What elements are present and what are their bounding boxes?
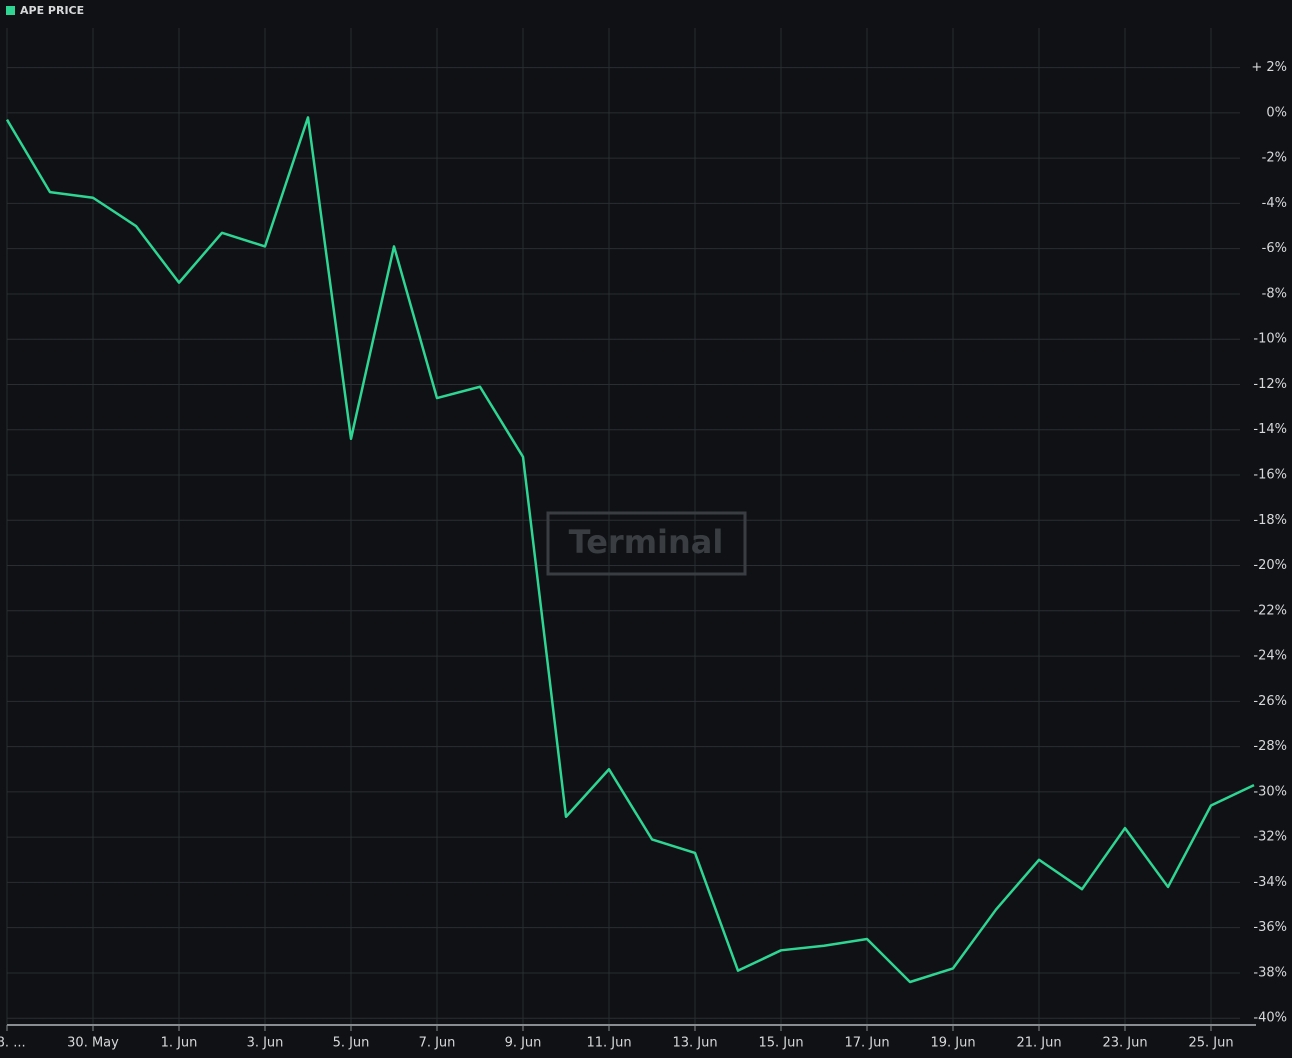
y-tick-label: + 2% — [1251, 60, 1287, 75]
x-tick-label: 7. Jun — [419, 1036, 456, 1051]
y-tick-label: -30% — [1253, 784, 1287, 799]
x-tick-label: 11. Jun — [586, 1036, 631, 1051]
y-tick-label: -36% — [1253, 920, 1287, 935]
y-tick-label: -8% — [1262, 286, 1287, 301]
y-tick-label: -18% — [1253, 513, 1287, 528]
y-tick-label: -20% — [1253, 558, 1287, 573]
y-tick-label: 0% — [1266, 105, 1287, 120]
y-tick-label: -26% — [1253, 694, 1287, 709]
x-tick-label: 23. Jun — [1102, 1036, 1147, 1051]
x-tick-label: 1. Jun — [161, 1036, 198, 1051]
x-tick-label: 28. ... — [0, 1036, 26, 1051]
y-tick-label: -22% — [1253, 603, 1287, 618]
y-tick-label: -10% — [1253, 332, 1287, 347]
x-tick-label: 3. Jun — [247, 1036, 284, 1051]
y-tick-label: -16% — [1253, 468, 1287, 483]
y-tick-label: -14% — [1253, 422, 1287, 437]
y-tick-label: -32% — [1253, 830, 1287, 845]
y-tick-label: -24% — [1253, 649, 1287, 664]
x-tick-label: 25. Jun — [1188, 1036, 1233, 1051]
watermark: Terminal — [569, 523, 724, 561]
x-tick-label: 17. Jun — [844, 1036, 889, 1051]
x-tick-label: 21. Jun — [1016, 1036, 1061, 1051]
series-line — [5, 116, 1255, 984]
x-tick-label: 15. Jun — [758, 1036, 803, 1051]
y-tick-label: -38% — [1253, 965, 1287, 980]
y-tick-label: -4% — [1262, 196, 1287, 211]
y-tick-label: -40% — [1253, 1011, 1287, 1026]
x-tick-label: 19. Jun — [930, 1036, 975, 1051]
y-tick-label: -6% — [1262, 241, 1287, 256]
y-tick-label: -2% — [1262, 151, 1287, 166]
y-tick-label: -28% — [1253, 739, 1287, 754]
y-tick-label: -34% — [1253, 875, 1287, 890]
legend-swatch — [6, 6, 15, 15]
x-tick-label: 13. Jun — [672, 1036, 717, 1051]
watermark-box — [546, 511, 747, 576]
x-tick-label: 30. May — [67, 1036, 119, 1051]
y-tick-label: -12% — [1253, 377, 1287, 392]
x-tick-label: 5. Jun — [333, 1036, 370, 1051]
x-tick-label: 9. Jun — [505, 1036, 542, 1051]
legend-label: APE PRICE — [20, 4, 84, 17]
